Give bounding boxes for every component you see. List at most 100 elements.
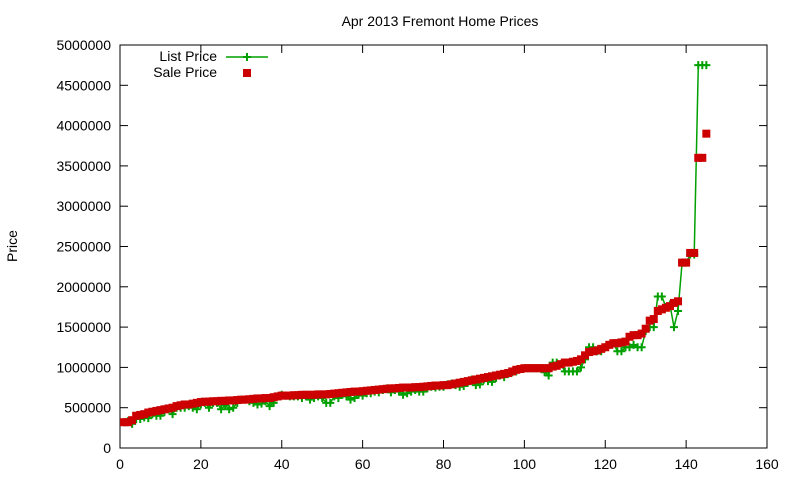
sale-price-point [435, 381, 444, 390]
list-price-point [625, 343, 634, 352]
sale-price-point [548, 362, 557, 371]
sale-price-point [649, 315, 658, 324]
x-tick-label: 100 [513, 456, 537, 472]
sale-price-point [322, 390, 331, 399]
sale-price-point [249, 394, 258, 403]
list-price-point [629, 340, 638, 349]
sale-price-point [399, 383, 408, 392]
sale-price-point [269, 393, 278, 402]
y-tick-label: 5000000 [56, 37, 111, 53]
sale-price-point [455, 378, 464, 387]
list-price-point [649, 323, 658, 332]
list-price-point [637, 343, 646, 352]
sale-price-point [188, 399, 197, 408]
list-price-point [572, 367, 581, 376]
x-tick-label: 40 [274, 456, 290, 472]
sale-price-point [172, 402, 181, 411]
sale-price-point [213, 397, 222, 406]
list-price-point [346, 395, 355, 404]
list-price-line [123, 64, 707, 425]
sale-price-point [378, 385, 387, 394]
x-tick-label: 120 [594, 456, 618, 472]
sale-price-point [682, 258, 691, 267]
sale-price-point [512, 365, 521, 374]
y-tick-label: 2500000 [56, 239, 111, 255]
sale-price-point [528, 364, 537, 373]
sale-price-point [690, 248, 699, 257]
sale-price-series [120, 129, 711, 427]
sale-price-point [297, 390, 306, 399]
sale-price-point [572, 356, 581, 365]
chart-title: Apr 2013 Fremont Home Prices [342, 13, 539, 29]
y-tick-label: 2000000 [56, 279, 111, 295]
sale-price-point [524, 364, 533, 373]
sale-price-point [350, 387, 359, 396]
y-tick-label: 0 [103, 440, 111, 456]
sale-price-point [678, 258, 687, 267]
sale-price-point [390, 384, 399, 393]
y-tick-label: 3500000 [56, 158, 111, 174]
sale-price-point [289, 391, 298, 400]
list-price-point [326, 398, 335, 407]
list-price-point [657, 292, 666, 301]
sale-price-point [419, 382, 428, 391]
sale-price-point [168, 403, 177, 412]
sale-price-point [285, 391, 294, 400]
sale-price-point [370, 385, 379, 394]
sale-price-point [156, 406, 165, 415]
sale-price-point [330, 389, 339, 398]
y-tick-label: 500000 [64, 400, 111, 416]
sale-price-point [281, 391, 290, 400]
sale-price-point [496, 370, 505, 379]
sale-price-point [346, 387, 355, 396]
sale-price-point [411, 383, 420, 392]
sale-price-point [152, 406, 161, 415]
sale-price-point [306, 390, 315, 399]
sale-price-point [597, 344, 606, 353]
sale-price-point [674, 297, 683, 306]
sale-price-point [144, 408, 153, 417]
list-price-point [229, 403, 238, 412]
sale-price-point [407, 383, 416, 392]
sale-price-point [241, 395, 250, 404]
sale-price-point [302, 390, 311, 399]
sale-price-point [702, 129, 711, 138]
x-tick-label: 140 [674, 456, 698, 472]
sale-price-point [233, 396, 242, 405]
list-price-point [702, 61, 711, 70]
sale-price-point [180, 400, 189, 409]
sale-price-point [576, 355, 585, 364]
sale-price-point [492, 371, 501, 380]
y-tick-label: 3000000 [56, 198, 111, 214]
list-price-series [120, 61, 711, 428]
sale-price-point [221, 396, 230, 405]
sale-price-point [314, 390, 323, 399]
sale-price-point [532, 364, 541, 373]
sale-price-point [540, 364, 549, 373]
sale-price-point [293, 391, 302, 400]
y-tick-label: 4500000 [56, 77, 111, 93]
sale-price-point [669, 298, 678, 307]
sale-price-point [338, 388, 347, 397]
sale-price-point [625, 332, 634, 341]
sale-price-point [613, 339, 622, 348]
sale-price-point [431, 381, 440, 390]
sale-price-point [694, 153, 703, 162]
sale-price-point [124, 418, 133, 427]
sale-price-point [479, 373, 488, 382]
sale-price-point [204, 397, 213, 406]
sale-price-point [257, 394, 266, 403]
list-price-point [576, 363, 585, 372]
sale-price-point [520, 364, 529, 373]
sale-price-point [217, 396, 226, 405]
legend: List Price Sale Price [153, 48, 268, 80]
sale-price-point [120, 418, 129, 427]
sale-price-point [686, 248, 695, 257]
sale-price-point [439, 381, 448, 390]
sale-price-point [334, 389, 343, 398]
sale-price-point [160, 405, 169, 414]
sale-price-point [245, 395, 254, 404]
y-axis-label: Price [4, 230, 20, 262]
sale-price-point [508, 367, 517, 376]
